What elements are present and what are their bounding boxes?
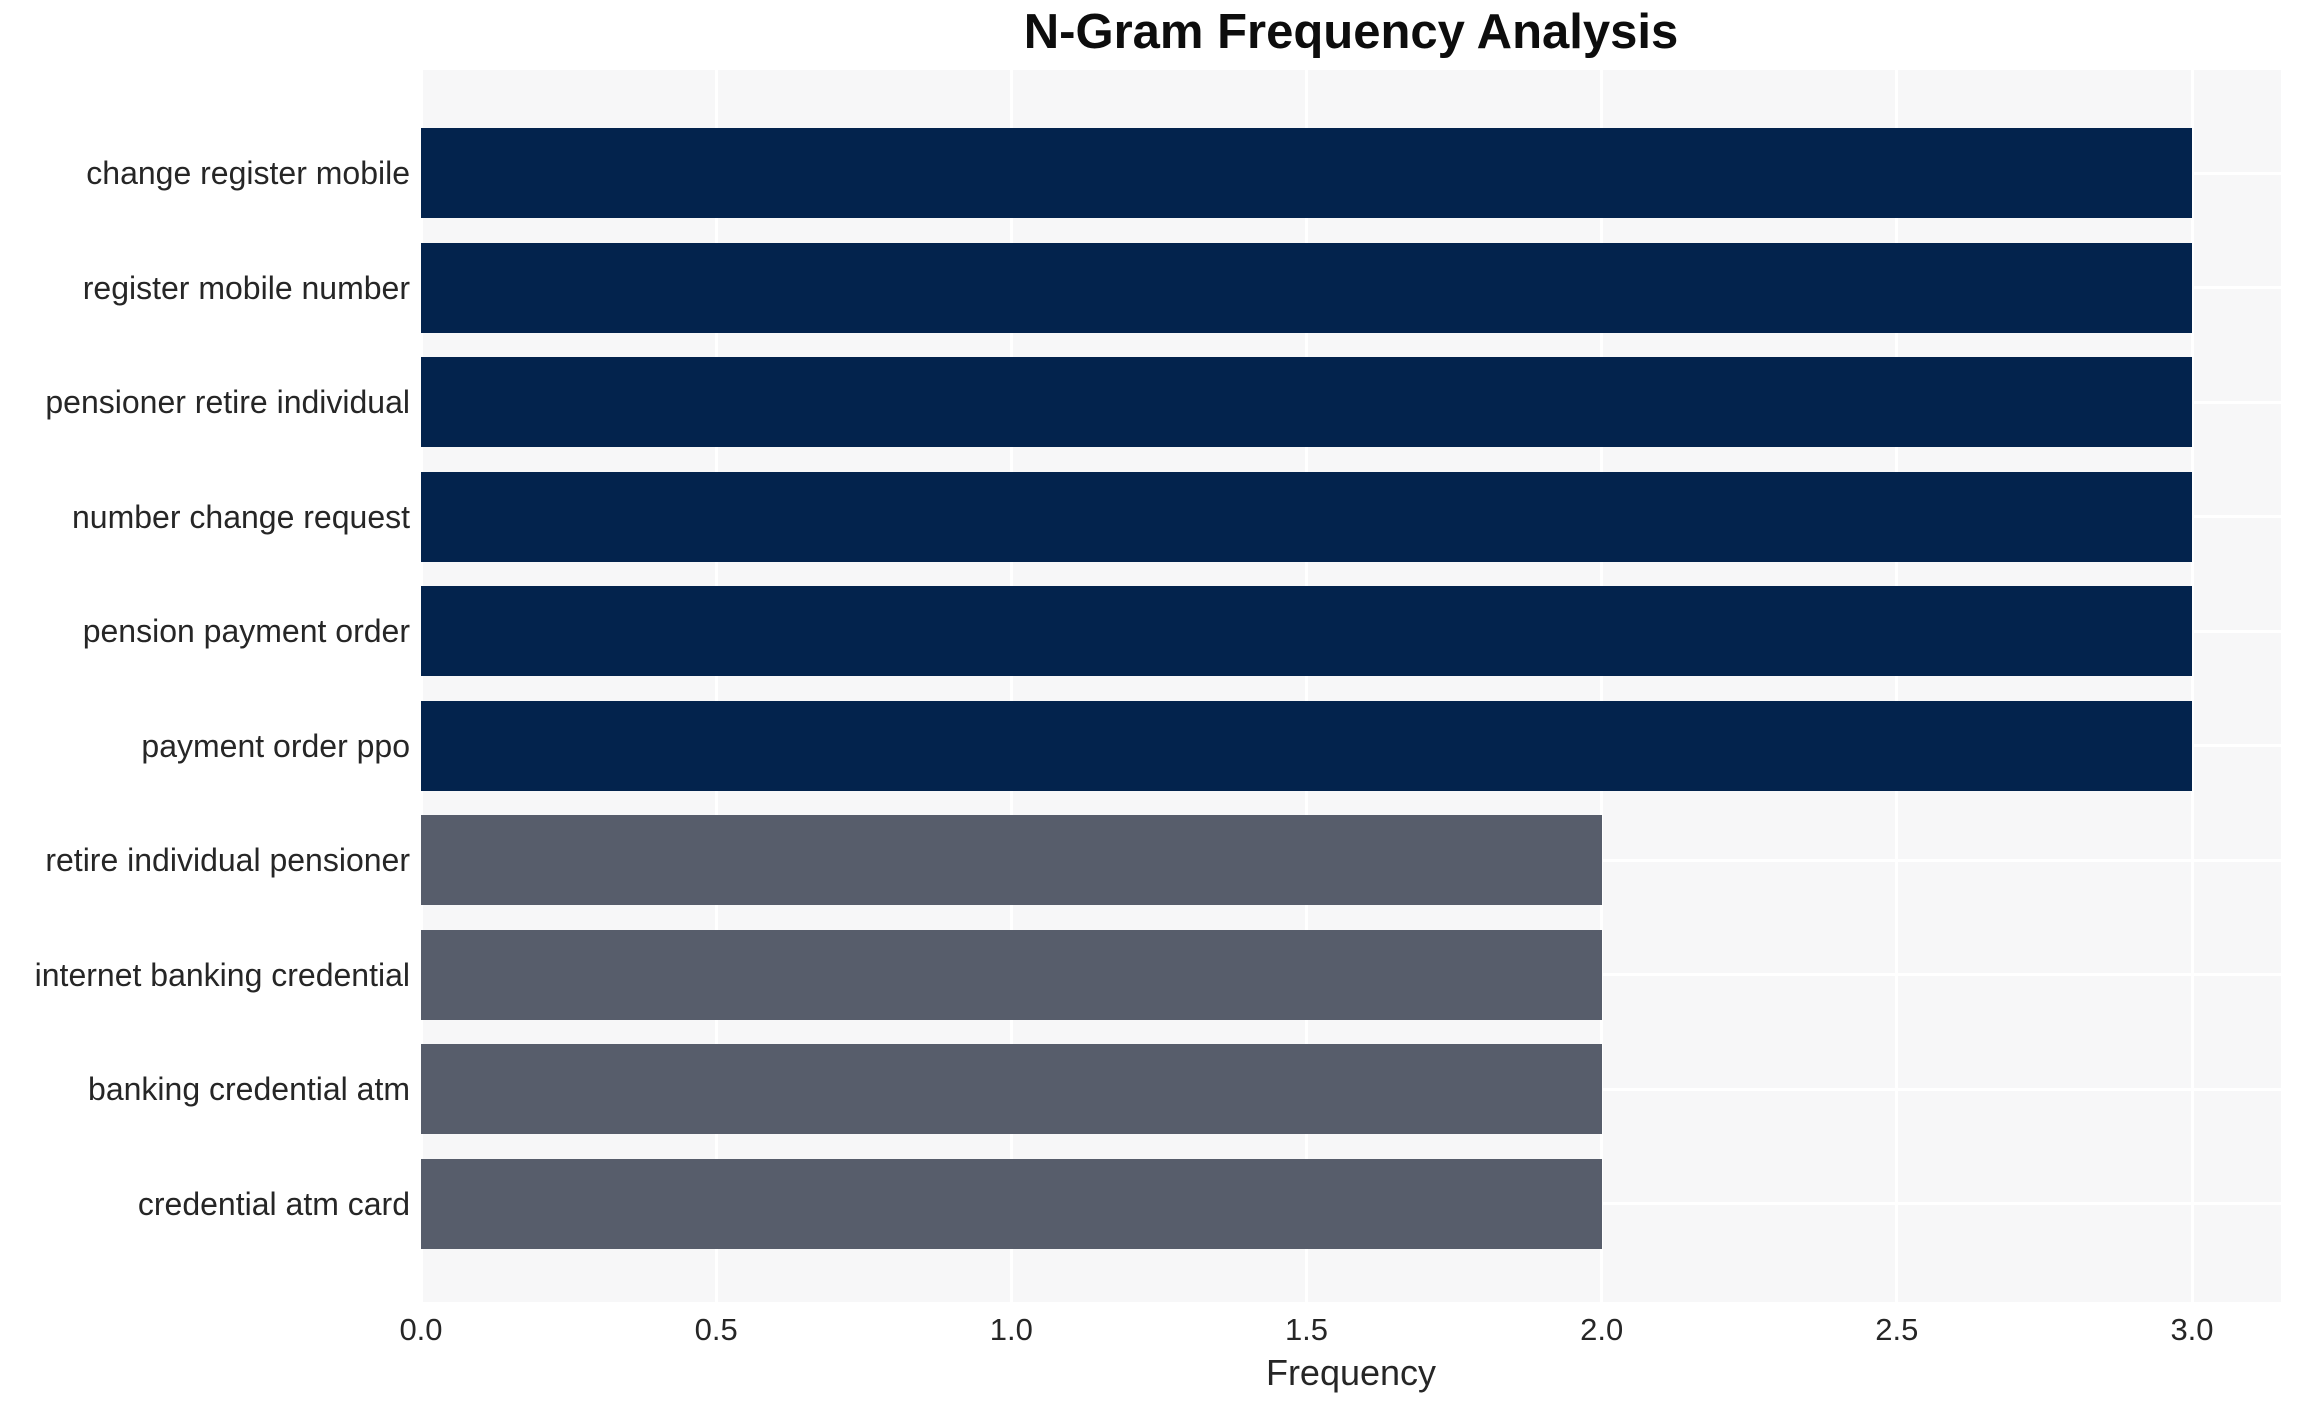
bar <box>421 815 1602 905</box>
x-gridline <box>1009 70 1013 1302</box>
y-axis-label: payment order ppo <box>141 727 410 764</box>
y-axis-label: banking credential atm <box>88 1071 410 1107</box>
y-axis-label: internet banking credential <box>34 956 410 993</box>
x-gridline <box>1895 70 1899 1302</box>
y-axis-label: credential atm card <box>137 1185 410 1222</box>
bar <box>421 1044 1602 1134</box>
bar <box>421 357 2192 447</box>
bar <box>421 1158 1602 1249</box>
y-axis-label: change register mobile <box>86 155 410 191</box>
x-tick-label: 3.0 <box>2170 1312 2214 1347</box>
x-tick-label: 0.5 <box>694 1312 738 1347</box>
y-axis-label: pensioner retire individual <box>45 384 410 420</box>
x-gridline <box>419 70 423 1302</box>
bar <box>421 471 2192 562</box>
x-tick-label: 1.5 <box>1284 1312 1329 1347</box>
x-gridline <box>1305 70 1308 1302</box>
y-axis-label: register mobile number <box>82 269 410 306</box>
x-tick-label: 2.5 <box>1875 1312 1919 1347</box>
plot-area <box>419 70 2281 1302</box>
x-tick-label: 1.0 <box>989 1312 1033 1347</box>
bar <box>421 586 2192 676</box>
x-gridline <box>2190 70 2194 1302</box>
bar <box>421 700 2192 791</box>
x-gridline <box>714 70 718 1302</box>
y-axis-label: retire individual pensioner <box>45 842 410 878</box>
bar <box>421 242 2192 333</box>
x-tick-label: 2.0 <box>1580 1312 1624 1347</box>
x-axis-title: Frequency <box>1265 1352 1437 1393</box>
x-tick-label: 0.0 <box>399 1312 443 1347</box>
bar <box>421 929 1602 1020</box>
chart-title: N-Gram Frequency Analysis <box>1023 5 1679 59</box>
y-axis-label: number change request <box>72 498 410 535</box>
x-gridline <box>1600 70 1604 1302</box>
y-axis-label: pension payment order <box>82 613 410 649</box>
bar <box>421 128 2192 218</box>
